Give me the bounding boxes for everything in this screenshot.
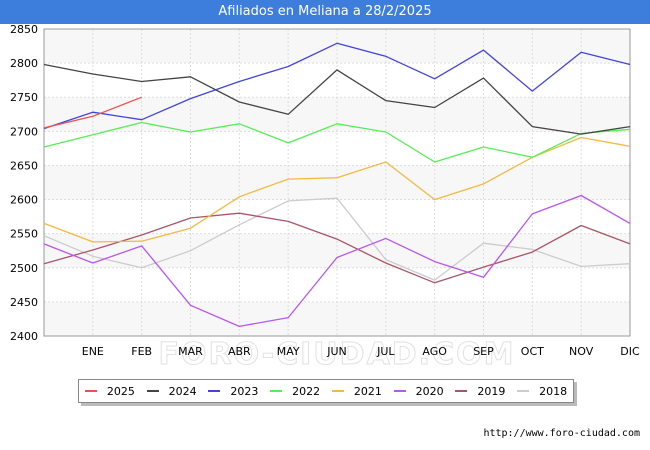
legend-swatch bbox=[146, 390, 159, 392]
legend-item-2021: 2021 bbox=[331, 384, 382, 398]
legend-item-2019: 2019 bbox=[455, 385, 505, 398]
legend-label: 2018 bbox=[539, 384, 568, 398]
legend-swatch bbox=[270, 390, 283, 392]
plot-band bbox=[44, 199, 630, 234]
legend-item-2025: 2025 bbox=[84, 384, 135, 398]
y-tick-label: 2800 bbox=[10, 57, 38, 70]
y-tick-label: 2600 bbox=[10, 194, 38, 207]
series-line-2022 bbox=[43, 121, 631, 163]
y-axis-ticks: 2400 2450 2500 2550 2600 2650 2700 2750 2800 2850 bbox=[10, 24, 38, 343]
y-tick-label: 2550 bbox=[10, 228, 38, 241]
series-line-2025 bbox=[43, 96, 142, 129]
x-tick-label: FEB bbox=[131, 345, 152, 358]
legend: 2025 2024 2023 2022 2021 2020 2019 2018 bbox=[78, 379, 574, 403]
legend-label: 2025 bbox=[106, 384, 135, 398]
source-url: http://www.foro-ciudad.com bbox=[483, 428, 640, 439]
legend-item-2024: 2024 bbox=[146, 384, 197, 398]
x-tick-label: SEP bbox=[473, 345, 494, 358]
series-line-2019 bbox=[43, 212, 631, 284]
plot-band bbox=[44, 267, 630, 302]
series-line-2023 bbox=[43, 42, 631, 130]
x-axis-ticks: ENE FEB MAR ABR MAY JUN JUL AGO SEP OCT NOV DIC bbox=[82, 345, 640, 358]
watermark-text: FORO-CIUDAD.COM bbox=[159, 337, 516, 369]
legend-item-2023: 2023 bbox=[208, 385, 258, 398]
x-tick-label: DIC bbox=[620, 345, 640, 358]
x-tick-label: JUL bbox=[376, 345, 395, 358]
x-tick-label: NOV bbox=[569, 345, 594, 358]
legend-label: 2024 bbox=[168, 384, 197, 398]
series-line-2020 bbox=[43, 194, 631, 328]
y-tick-label: 2850 bbox=[10, 24, 38, 36]
legend-label: 2019 bbox=[477, 384, 506, 398]
y-tick-label: 2500 bbox=[10, 262, 38, 275]
legend-swatch bbox=[208, 390, 221, 392]
legend-item-2020: 2020 bbox=[393, 384, 444, 398]
watermark: FORO-CIUDAD.COM bbox=[158, 337, 516, 370]
y-tick-label: 2750 bbox=[10, 91, 38, 104]
x-tick-label: MAR bbox=[178, 345, 203, 358]
y-tick-label: 2450 bbox=[10, 296, 38, 309]
series-line-2018 bbox=[43, 197, 631, 281]
y-tick-label: 2700 bbox=[10, 125, 38, 138]
legend-label: 2020 bbox=[415, 384, 444, 398]
y-tick-label: 2650 bbox=[10, 159, 38, 172]
y-tick-label: 2400 bbox=[10, 330, 38, 343]
legend-swatch bbox=[84, 390, 97, 392]
legend-label: 2023 bbox=[230, 384, 259, 398]
legend-swatch bbox=[331, 390, 344, 392]
line-chart: FORO-CIUDAD.COM 2400 2450 2500 2550 2600 2650… bbox=[10, 24, 640, 370]
chart-title: Afiliados en Meliana a 28/2/2025 bbox=[0, 0, 650, 24]
x-tick-label: ABR bbox=[228, 345, 251, 358]
plot-frame bbox=[43, 28, 631, 337]
series-line-2024 bbox=[43, 63, 631, 135]
series-lines bbox=[43, 42, 631, 328]
legend-label: 2022 bbox=[292, 384, 321, 398]
legend-swatch bbox=[393, 390, 406, 392]
legend-item-2018: 2018 bbox=[517, 385, 567, 398]
legend-label: 2021 bbox=[353, 384, 382, 398]
legend-swatch bbox=[517, 390, 530, 392]
legend-swatch bbox=[455, 390, 468, 392]
x-tick-label: JUN bbox=[326, 345, 347, 358]
x-tick-label: MAY bbox=[277, 345, 300, 358]
plot-band bbox=[44, 131, 630, 166]
x-tick-label: ENE bbox=[82, 345, 104, 358]
legend-item-2022: 2022 bbox=[270, 385, 320, 398]
x-tick-label: AGO bbox=[422, 345, 447, 358]
x-tick-label: OCT bbox=[521, 345, 544, 358]
